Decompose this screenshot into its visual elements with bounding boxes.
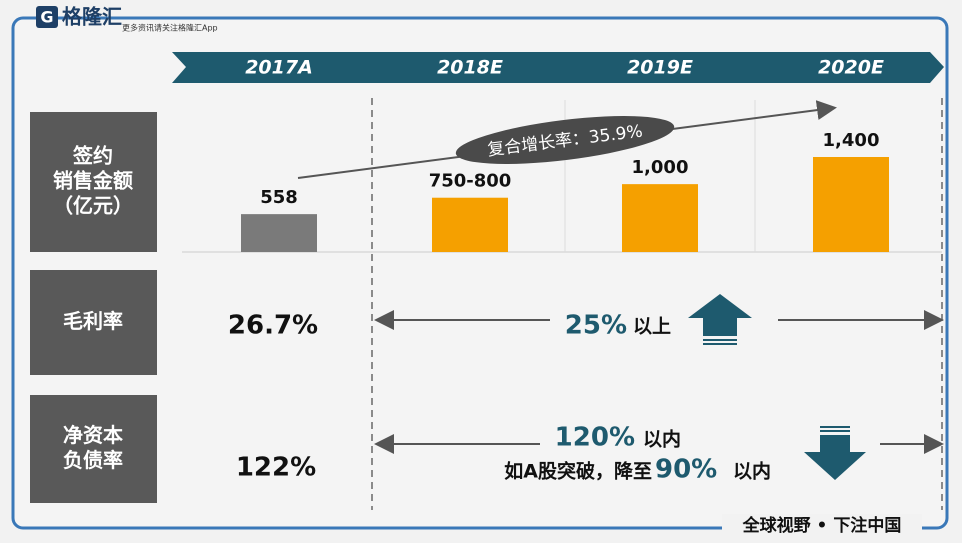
value-label: 1,000 [632,157,689,178]
margin-actual: 26.7% [228,311,318,341]
value-label: 558 [260,187,298,208]
debt-note: 以内 [643,428,681,451]
row-label: 净资本 [63,423,123,447]
debt-actual: 122% [236,453,316,483]
up-arrow [703,339,737,341]
row-label: （亿元） [53,194,133,218]
up-arrow [688,294,752,336]
bar [622,184,698,252]
row-label-box [30,395,157,503]
margin-note: 以上 [633,316,671,338]
logo-letter: G [40,8,53,27]
bar [813,157,889,252]
row-label-box [30,112,157,252]
row-label: 毛利率 [63,309,123,333]
footer: 全球视野 • 下注中国 [742,515,902,536]
footer-bg [722,514,922,538]
down-arrow [804,435,866,480]
logo: 格隆汇 [62,5,122,29]
down-arrow [820,426,850,428]
value-label: 1,400 [823,130,880,151]
row-label: 负债率 [63,448,123,472]
up-arrow [703,343,737,345]
condition-note: 以内 [733,460,771,483]
cagr-badge [455,116,675,164]
logo-box [36,6,58,28]
row-label: 销售金额 [53,169,133,193]
year-label: 2018E [437,57,503,79]
frame [11,16,949,530]
year-label: 2017A [245,57,313,79]
year-banner [172,52,944,83]
year-label: 2020E [818,57,884,79]
debt-target: 120% [555,423,635,453]
down-arrow [820,430,850,432]
condition: 如A股突破，降至 [504,460,652,483]
row-label-box [30,270,157,375]
condition-target: 90% [655,455,717,485]
row-label: 签约 [72,144,113,168]
value-label: 750-800 [429,171,512,192]
bar [241,214,317,252]
margin-target: 25% [565,311,627,341]
year-label: 2019E [627,57,693,79]
bar [432,197,508,252]
tagline: 更多资讯请关注格隆汇App [122,23,218,33]
